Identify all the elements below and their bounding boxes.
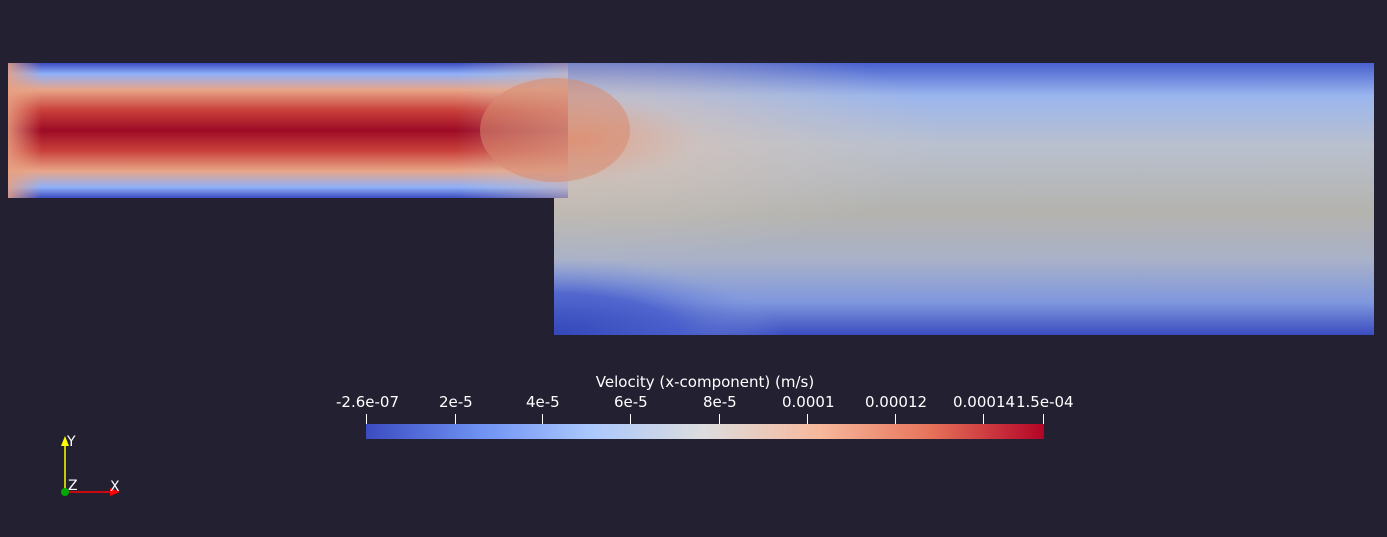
scalar-bar-tick-label: 6e-5 [614,393,648,411]
scalar-bar-tick-label: 0.0001 [782,393,835,411]
scalar-bar-tick-mark [455,414,456,425]
scalar-bar-tick-label: 2e-5 [439,393,473,411]
z-axis-label: Z [68,478,78,494]
scalar-bar-tick-mark [807,414,808,425]
z-axis-dot-icon [61,488,69,496]
x-axis-arrow-icon [110,488,120,496]
scalar-bar-tick-mark [719,414,720,425]
scalar-bar-colorbar[interactable] [366,424,1044,439]
scalar-bar-tick-mark [366,414,367,425]
scalar-bar-tick-label: 4e-5 [526,393,560,411]
x-axis-label: X [110,479,120,495]
inlet-fade-overlay [8,63,568,198]
orientation-axes-widget[interactable] [50,432,130,502]
scalar-bar-tick-label: 0.00014 [953,393,1016,411]
scalar-bar-tick-label: 8e-5 [703,393,737,411]
y-axis-label: Y [67,434,76,450]
scalar-bar-tick-mark [895,414,896,425]
scalar-bar-tick-mark [983,414,984,425]
scalar-bar-tick-mark [542,414,543,425]
scalar-bar-tick-mark [1043,414,1044,425]
scalar-bar-title: Velocity (x-component) (m/s) [595,373,815,391]
scalar-bar-tick-mark [630,414,631,425]
scalar-bar-tick-label: -2.6e-07 [336,393,399,411]
scalar-bar-tick-label: 1.5e-04 [1016,393,1074,411]
recirculation-zone [554,63,1374,335]
jet-tip [480,78,630,182]
y-axis-arrow-icon [61,436,69,446]
scalar-bar-tick-label: 0.00012 [865,393,928,411]
